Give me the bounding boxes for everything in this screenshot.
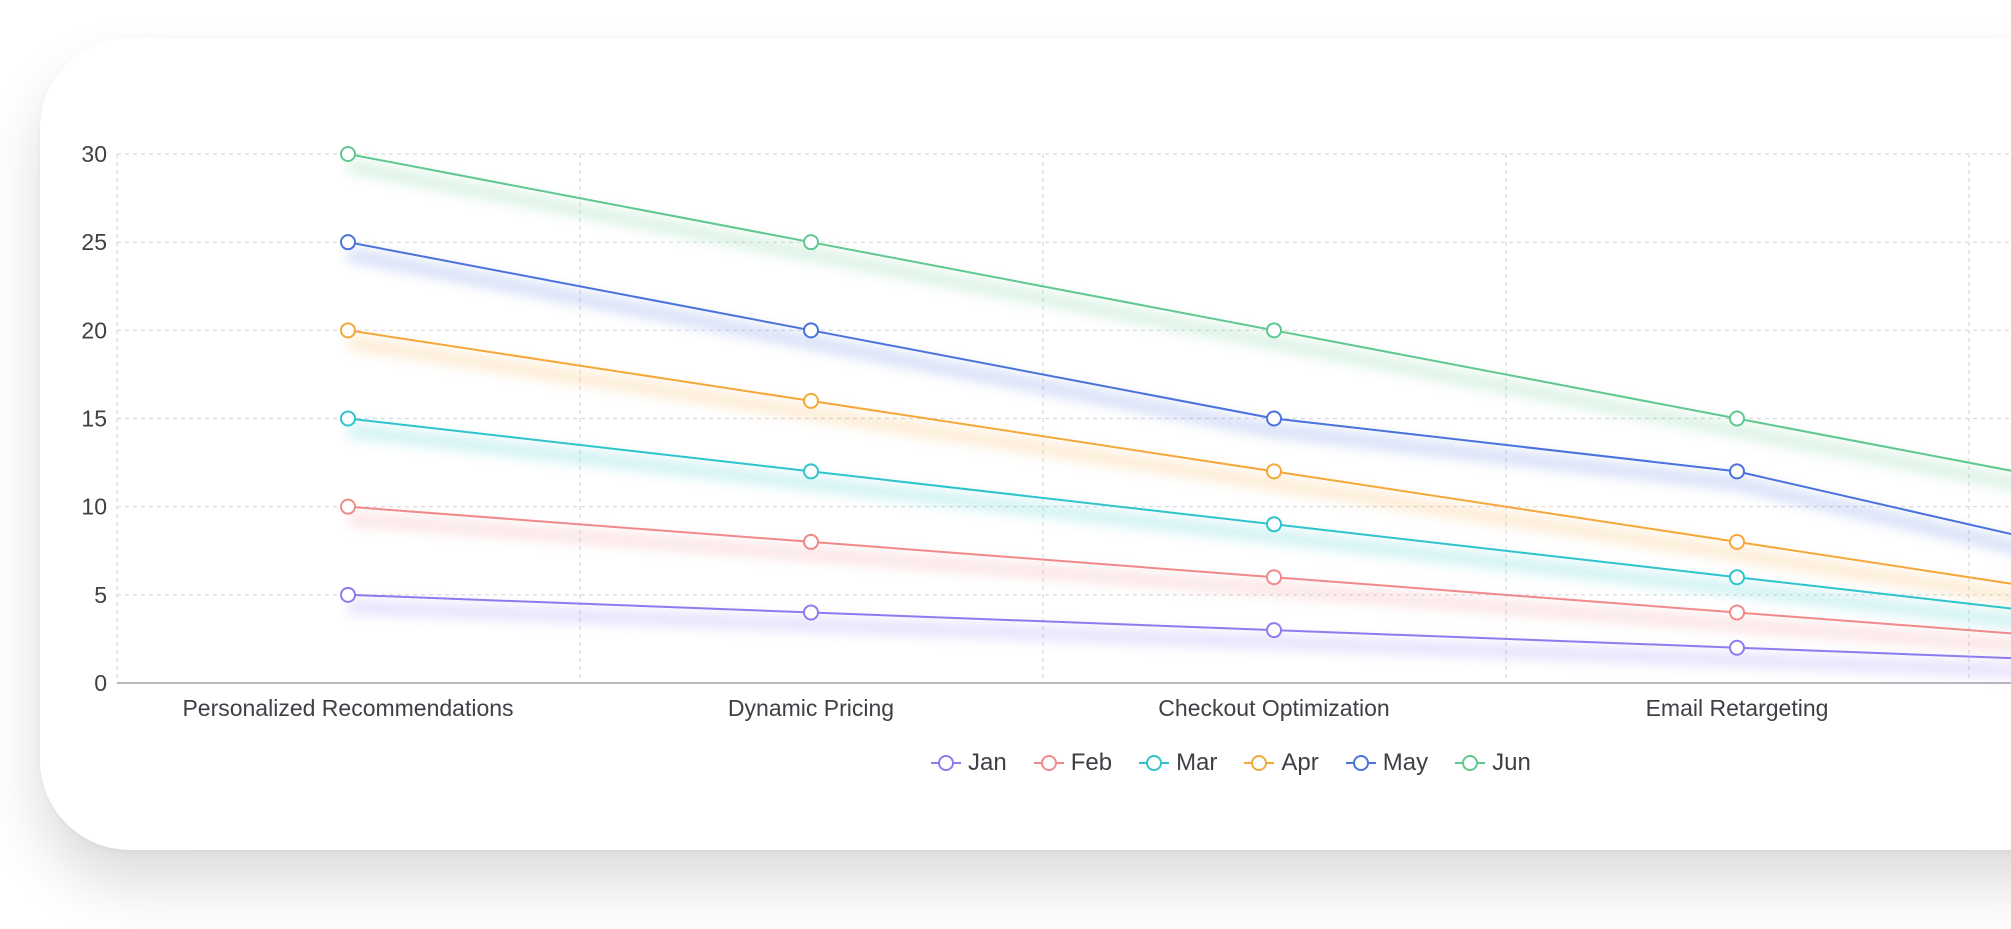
legend-label: Apr [1281, 749, 1319, 776]
data-point-jun[interactable] [1266, 322, 1282, 339]
y-tick-label: 25 [81, 229, 107, 255]
data-point-apr[interactable] [1729, 533, 1745, 550]
legend-item-feb[interactable]: Feb [1033, 749, 1112, 777]
data-point-may[interactable] [803, 322, 819, 339]
chart-legend: Jan Feb Mar Apr May Jun [930, 746, 1557, 780]
x-tick-label: Checkout Optimization [1158, 695, 1389, 721]
legend-label: Jun [1492, 749, 1531, 776]
x-tick-label: Dynamic Pricing [728, 695, 894, 721]
legend-marker-icon [1033, 755, 1064, 771]
data-point-mar[interactable] [1266, 516, 1282, 533]
data-point-jan[interactable] [340, 586, 356, 603]
legend-marker-icon [1244, 755, 1275, 771]
data-point-jun[interactable] [340, 146, 356, 162]
series-glow-jun [346, 159, 2011, 490]
data-point-apr[interactable] [340, 322, 356, 339]
data-point-jun[interactable] [803, 234, 819, 251]
legend-marker-icon [1455, 755, 1486, 771]
series-markers [340, 146, 1745, 656]
legend-item-apr[interactable]: Apr [1243, 749, 1319, 777]
legend-item-mar[interactable]: Mar [1138, 749, 1217, 777]
legend-item-jun[interactable]: Jun [1454, 749, 1531, 777]
data-point-mar[interactable] [1729, 569, 1745, 586]
legend-label: Mar [1176, 749, 1218, 776]
data-point-apr[interactable] [803, 392, 819, 409]
legend-marker-icon [931, 755, 961, 771]
data-point-jan[interactable] [1266, 622, 1282, 639]
data-point-apr[interactable] [1266, 463, 1282, 480]
data-point-jan[interactable] [803, 604, 819, 621]
x-tick-label: Email Retargeting [1646, 695, 1829, 721]
data-point-mar[interactable] [340, 410, 356, 427]
legend-item-may[interactable]: May [1345, 749, 1428, 777]
data-point-feb[interactable] [1729, 604, 1745, 621]
x-tick-label: Personalized Recommendations [182, 695, 513, 721]
y-tick-label: 5 [94, 582, 107, 608]
y-tick-label: 20 [81, 317, 107, 343]
data-point-jun[interactable] [1729, 410, 1745, 427]
y-tick-label: 30 [81, 141, 107, 167]
legend-marker-icon [1139, 755, 1170, 771]
data-point-may[interactable] [1729, 463, 1745, 480]
y-tick-label: 10 [81, 494, 107, 520]
series-glow [346, 159, 2011, 678]
data-point-mar[interactable] [803, 463, 819, 480]
tick-labels: 0 5 10 15 20 25 30 Personalized Recommendations… [81, 141, 1828, 721]
series-glow-jan [347, 599, 2011, 678]
series-glow-may [346, 247, 2011, 554]
legend-marker-icon [1345, 755, 1376, 771]
y-tick-label: 0 [94, 670, 107, 696]
series-glow-feb [347, 511, 2011, 653]
data-point-feb[interactable] [340, 498, 356, 515]
data-point-feb[interactable] [803, 533, 819, 550]
legend-label: May [1382, 749, 1429, 776]
series-glow-apr [346, 335, 2011, 603]
data-point-may[interactable] [1266, 410, 1282, 427]
legend-label: Feb [1070, 749, 1113, 776]
data-point-jan[interactable] [1729, 639, 1745, 656]
y-tick-label: 15 [81, 406, 107, 432]
data-point-feb[interactable] [1266, 569, 1282, 586]
legend-item-jan[interactable]: Jan [930, 749, 1007, 777]
series-glow-mar [347, 423, 2011, 628]
data-point-may[interactable] [340, 234, 356, 251]
legend-label: Jan [968, 749, 1007, 776]
